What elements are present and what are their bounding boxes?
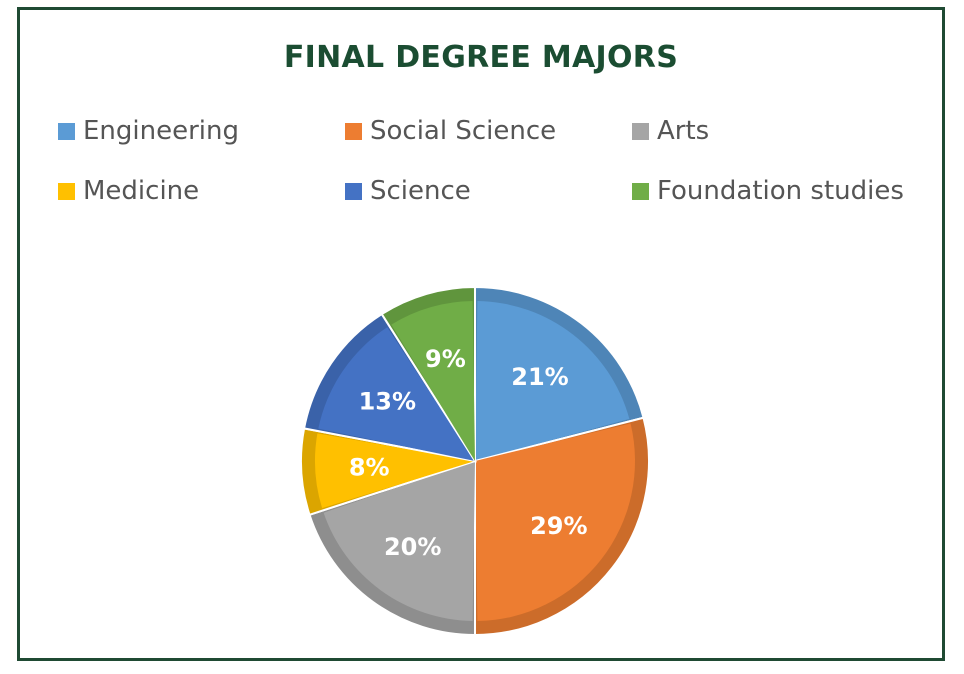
legend-label-foundation-studies: Foundation studies <box>657 176 904 206</box>
legend-item-foundation-studies: Foundation studies <box>632 176 904 206</box>
legend-label-arts: Arts <box>657 116 710 146</box>
pie-label-medicine: 8% <box>349 454 390 482</box>
chart-frame: FINAL DEGREE MAJORS Engineering Social S… <box>17 7 945 661</box>
pie-slice-science <box>302 312 478 463</box>
legend-label-medicine: Medicine <box>83 176 200 206</box>
legend-label-engineering: Engineering <box>83 116 239 146</box>
legend-swatch-social-science <box>345 122 362 140</box>
legend-item-social-science: Social Science <box>345 116 556 146</box>
pie-label-engineering: 21% <box>511 363 568 391</box>
pie-chart: 21% 29% 20% 8% 13% 9% <box>300 285 650 637</box>
legend-swatch-engineering <box>58 122 75 140</box>
pie-slice-arts <box>308 459 476 637</box>
legend-swatch-science <box>345 182 362 200</box>
legend-label-social-science: Social Science <box>370 116 557 146</box>
legend-label-science: Science <box>370 176 471 206</box>
pie-label-arts: 20% <box>384 533 441 561</box>
legend-item-engineering: Engineering <box>58 116 239 146</box>
legend-item-science: Science <box>345 176 471 206</box>
pie-label-science: 13% <box>359 387 416 415</box>
legend-swatch-foundation-studies <box>632 182 649 200</box>
pie-slice-foundation-studies <box>380 285 476 465</box>
pie-slice-engineering <box>474 285 645 463</box>
chart-title: FINAL DEGREE MAJORS <box>283 40 679 75</box>
legend-swatch-arts <box>632 122 649 140</box>
pie-slice-social-science <box>474 416 650 637</box>
legend-item-medicine: Medicine <box>58 176 199 206</box>
pie-label-foundation-studies: 9% <box>425 345 466 373</box>
pie-label-social-science: 29% <box>530 512 587 540</box>
legend-swatch-medicine <box>58 182 75 200</box>
legend-item-arts: Arts <box>632 116 709 146</box>
